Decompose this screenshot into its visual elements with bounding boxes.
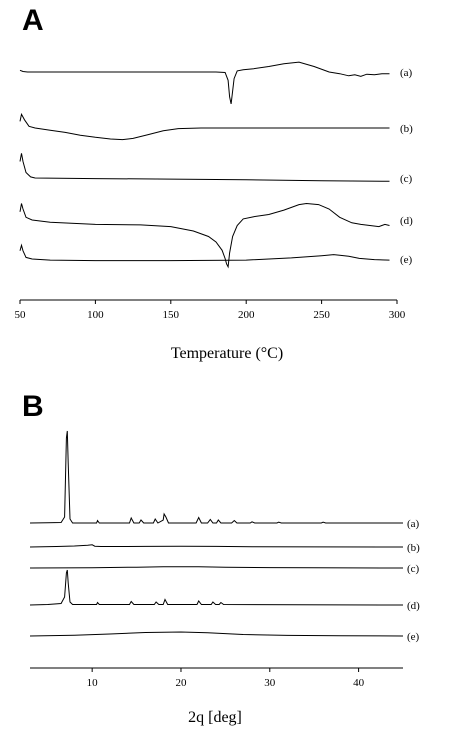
x-tick-label: 300	[389, 309, 406, 321]
x-tick-label: 10	[87, 677, 99, 689]
panel-b-label: B	[22, 390, 44, 423]
panel-a-curve-labels: (a) (b) (c) (d) (e)	[400, 67, 413, 266]
panel-a-label: A	[22, 4, 44, 37]
series-label: (d)	[407, 600, 420, 612]
panel-b-curve-labels: (a) (b) (c) (d) (e)	[407, 518, 420, 643]
series-label: (e)	[407, 631, 420, 643]
series-label: (c)	[407, 563, 420, 575]
series-label: (a)	[400, 67, 413, 79]
panel-b-ticks: 10 20 30 40	[87, 668, 365, 689]
series-label: (c)	[400, 173, 413, 185]
series-label: (b)	[407, 542, 420, 554]
series-line	[19, 61, 390, 105]
series-label: (d)	[400, 215, 413, 227]
panel-a-x-axis-title: Temperature (°C)	[171, 345, 283, 362]
series-line	[29, 566, 404, 569]
panel-a-chart: A 50 100 150 200 250 300 (a) (b) (c) (d) (e) Temp…	[15, 4, 414, 362]
x-tick-label: 250	[313, 309, 330, 321]
series-line	[29, 569, 404, 606]
series-line	[29, 544, 404, 548]
x-tick-label: 100	[87, 309, 104, 321]
series-label: (e)	[400, 254, 413, 266]
panel-b-x-axis-title: 2q [deg]	[188, 709, 242, 726]
series-line	[19, 243, 390, 262]
x-tick-label: 200	[238, 309, 255, 321]
series-label: (a)	[407, 518, 420, 530]
x-tick-label: 50	[15, 309, 27, 321]
series-label: (b)	[400, 123, 413, 135]
series-line	[19, 153, 390, 182]
panel-a-ticks: 50 100 150 200 250 300	[15, 300, 406, 321]
x-tick-label: 40	[353, 677, 365, 689]
panel-b-chart: B 10 20 30 40 (a) (b) (c) (d) (e) 2q [deg]	[22, 390, 420, 726]
series-line	[19, 202, 390, 269]
panel-a-traces	[19, 61, 390, 269]
x-tick-label: 30	[264, 677, 276, 689]
series-line	[29, 631, 404, 637]
panel-b-traces	[29, 430, 404, 637]
x-tick-label: 150	[163, 309, 180, 321]
series-line	[19, 112, 390, 141]
x-tick-label: 20	[175, 677, 187, 689]
series-line	[29, 430, 403, 524]
